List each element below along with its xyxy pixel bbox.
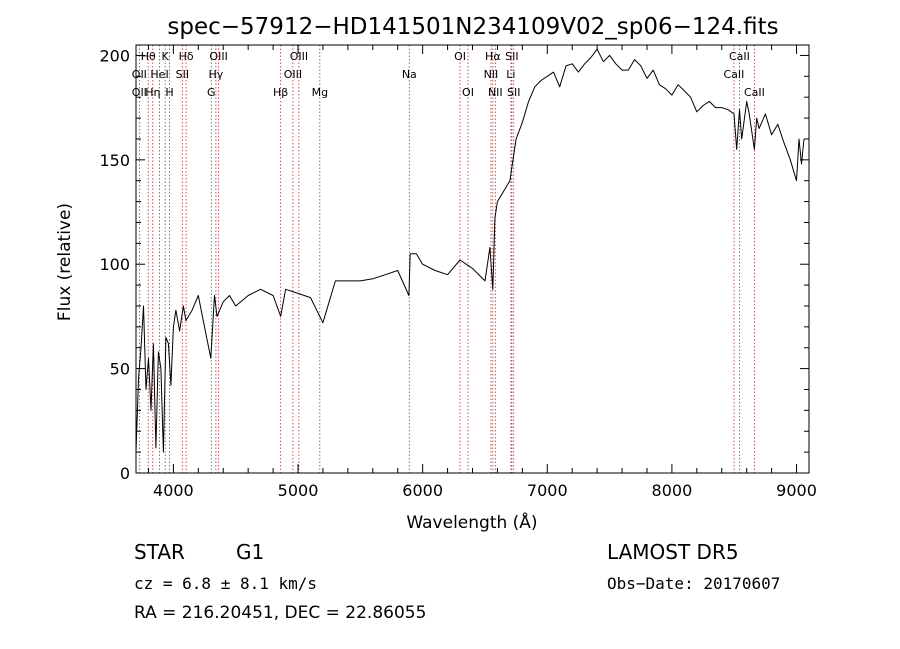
line-marker-label: OI <box>454 50 466 63</box>
plot-frame <box>135 44 810 474</box>
object-class: STAR <box>134 540 185 564</box>
line-marker-label: SII <box>176 68 189 81</box>
line-marker-label: CaII <box>744 86 765 99</box>
line-marker-label: NII <box>484 68 499 81</box>
line-marker-label: H <box>165 86 173 99</box>
line-marker-label: Hη <box>145 86 160 99</box>
line-marker-label: CaII <box>729 50 750 63</box>
y-axis-label: Flux (relative) <box>55 203 75 321</box>
line-marker-label: HeI <box>150 68 168 81</box>
x-axis: 4000 5000 6000 7000 8000 9000 <box>147 45 817 500</box>
observation-date: Obs−Date: 20170607 <box>607 574 781 593</box>
x-tick-label: 7000 <box>527 481 568 500</box>
y-axis: 0 50 100 150 200 <box>99 46 809 483</box>
y-tick-label: 100 <box>99 255 130 274</box>
y-tick-label: 0 <box>120 464 130 483</box>
line-marker-label: K <box>162 50 170 63</box>
line-marker-label: Hθ <box>141 50 156 63</box>
line-marker-label: Hγ <box>208 68 223 81</box>
y-tick-label: 200 <box>99 46 130 65</box>
x-tick-label: 8000 <box>652 481 693 500</box>
coordinates: RA = 216.20451, DEC = 22.86055 <box>134 603 427 623</box>
spectrum-series-line <box>135 48 805 453</box>
line-marker-label: SII <box>507 86 520 99</box>
x-tick-label: 4000 <box>153 481 194 500</box>
line-marker-label: Hβ <box>273 86 288 99</box>
line-marker-label: Na <box>402 68 417 81</box>
line-marker-label: OIII <box>209 50 227 63</box>
redshift-cz: cz = 6.8 ± 8.1 km/s <box>134 574 318 593</box>
spectral-line-markers <box>138 45 755 473</box>
line-marker-label: CaII <box>724 68 745 81</box>
line-marker-label: SII <box>505 50 518 63</box>
x-tick-label: 9000 <box>776 481 817 500</box>
line-marker-label: Li <box>506 68 515 81</box>
line-marker-label: NII <box>488 86 503 99</box>
line-marker-label: Hδ <box>179 50 194 63</box>
line-marker-label: G <box>207 86 216 99</box>
line-marker-label: OII <box>132 68 147 81</box>
chart-title: spec−57912−HD141501N234109V02_sp06−124.f… <box>167 14 778 40</box>
y-tick-label: 150 <box>99 151 130 170</box>
line-marker-label: Hα <box>485 50 501 63</box>
x-tick-label: 5000 <box>278 481 319 500</box>
line-marker-label: OI <box>462 86 474 99</box>
y-tick-label: 50 <box>110 360 130 379</box>
x-tick-label: 6000 <box>402 481 443 500</box>
line-marker-label: Mg <box>312 86 328 99</box>
line-marker-label: OIII <box>290 50 308 63</box>
survey-name: LAMOST DR5 <box>607 540 739 564</box>
x-axis-label: Wavelength (Å) <box>406 511 537 533</box>
object-subclass: G1 <box>236 540 265 564</box>
line-marker-label: OIII <box>284 68 302 81</box>
